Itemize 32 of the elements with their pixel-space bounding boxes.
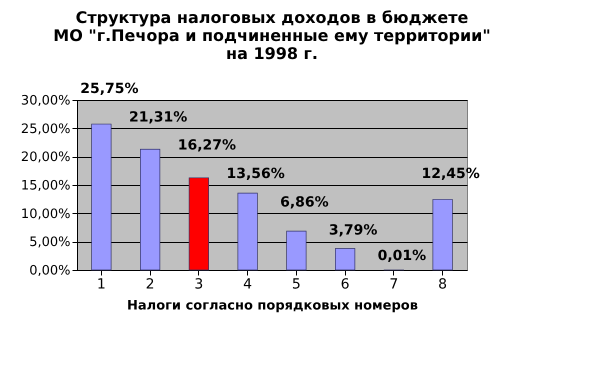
x-tick-label: 1 [96,276,106,292]
x-tick-label: 8 [438,276,448,292]
y-tick-label: 10,00% [20,206,70,222]
data-label: 6,86% [280,194,329,210]
bar [238,192,258,270]
x-tick-label: 6 [340,276,350,292]
data-label: 0,01% [378,248,426,264]
data-label: 16,27% [178,138,236,154]
y-tick-label: 20,00% [20,150,70,166]
x-tick-label: 5 [292,276,301,292]
x-tick-label: 4 [243,276,252,292]
chart-title: Структура налоговых доходов в бюджете МО "г.Печора и подчиненные ему территории" на 1998 г. [53,8,491,63]
data-label: 13,56% [226,166,285,182]
x-tick-label: 3 [194,276,204,292]
data-label: 3,79% [328,222,378,239]
bar [432,199,453,270]
x-tick-label: 7 [389,276,398,292]
y-tick-label: 5,00% [29,235,70,250]
bar [188,177,209,270]
y-tick-label: 30,00% [20,94,70,108]
data-label: 25,75% [80,81,139,97]
data-label: 21,31% [128,109,188,126]
bar [140,148,160,270]
y-tick-label: 15,00% [20,178,70,194]
bar [91,124,112,270]
bar [335,248,356,270]
x-axis-title: Налоги согласно порядковых номеров [127,298,418,314]
bar [286,230,306,270]
y-tick-label: 0,00% [29,264,70,278]
data-label: 12,45% [421,166,480,182]
x-tick-label: 2 [146,276,155,292]
y-tick-label: 25,00% [20,122,70,137]
